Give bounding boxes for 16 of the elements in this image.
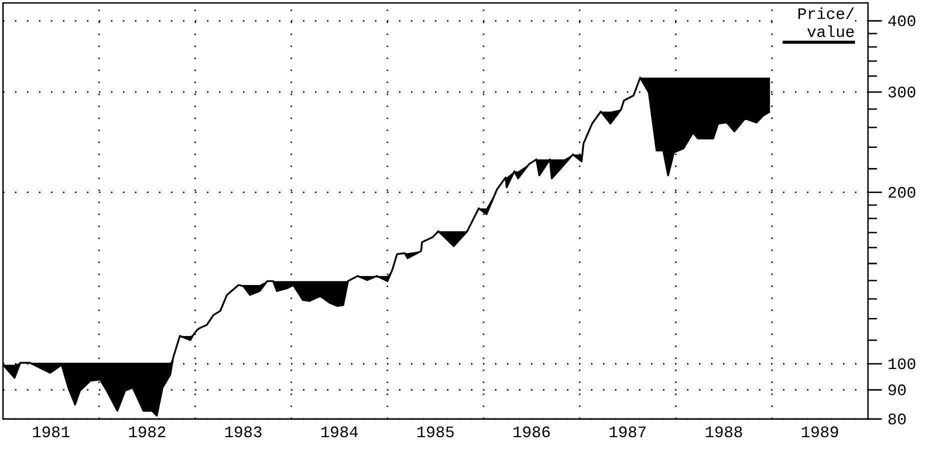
y-tick-label: 90 <box>888 384 906 396</box>
y-tick-label: 200 <box>888 186 916 198</box>
y-tick-label: 80 <box>888 414 906 424</box>
legend-label: Price/ value <box>798 7 854 38</box>
x-tick-label: 1981 <box>33 426 70 438</box>
y-tick-label: 300 <box>888 86 916 98</box>
x-tick-label: 1989 <box>802 426 838 438</box>
x-tick-label: 1984 <box>321 426 358 438</box>
x-tick-label: 1987 <box>610 426 646 438</box>
y-tick-label: 100 <box>888 358 916 370</box>
y-tick-label: 400 <box>888 15 916 26</box>
x-tick-label: 1988 <box>706 426 742 438</box>
x-tick-label: 1986 <box>514 426 550 438</box>
x-tick-label: 1983 <box>225 426 262 438</box>
x-tick-label: 1982 <box>129 426 166 438</box>
x-tick-label: 1985 <box>417 426 454 438</box>
